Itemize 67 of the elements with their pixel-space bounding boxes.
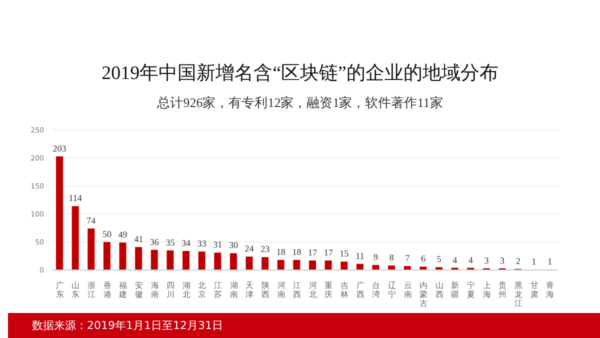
data-label: 33 xyxy=(197,238,207,249)
data-label: 24 xyxy=(244,244,254,254)
data-label: 36 xyxy=(150,236,160,247)
chart-title: 2019年中国新增名含“区块链”的企业的地域分布 xyxy=(100,62,500,86)
data-label: 17 xyxy=(324,247,334,258)
x-tick-label: 湖北 xyxy=(182,281,190,299)
data-label: 4 xyxy=(468,254,474,265)
x-tick-label: 江苏 xyxy=(214,281,222,299)
data-label: 50 xyxy=(102,229,112,239)
x-tick-label: 浙江 xyxy=(88,281,96,299)
data-label: 6 xyxy=(420,254,426,264)
x-tick-label: 河南 xyxy=(277,281,286,299)
x-tick-label: 四川 xyxy=(166,281,175,299)
data-label: 35 xyxy=(166,237,176,248)
data-label: 1 xyxy=(532,256,536,266)
x-tick-label: 广西 xyxy=(356,281,364,299)
x-tick-label: 北京 xyxy=(198,281,206,299)
x-tick-label: 天津 xyxy=(246,281,254,299)
data-label: 9 xyxy=(374,252,378,262)
data-label: 18 xyxy=(276,246,286,257)
data-label: 15 xyxy=(340,248,350,259)
data-label: 7 xyxy=(405,253,410,264)
x-tick-label: 湖南 xyxy=(230,281,238,299)
x-tick-label: 吉林 xyxy=(340,281,349,299)
data-label: 17 xyxy=(308,247,318,258)
data-label: 2 xyxy=(516,256,520,266)
data-label: 114 xyxy=(68,193,82,204)
x-tick-label: 青海 xyxy=(546,281,554,299)
x-tick-label: 重庆 xyxy=(324,281,333,299)
x-tick-label: 广东 xyxy=(56,281,64,299)
data-label: 5 xyxy=(436,254,442,264)
x-tick-label: 新疆 xyxy=(451,281,460,299)
x-tick-label: 台湾 xyxy=(372,281,380,299)
x-tick-label: 河北 xyxy=(308,281,317,299)
data-label: 3 xyxy=(484,255,490,266)
data-label: 31 xyxy=(213,240,222,250)
x-tick-label: 甘肃 xyxy=(530,281,538,299)
x-tick-label: 黑龙江 xyxy=(514,281,522,308)
data-label: 11 xyxy=(356,250,364,261)
data-label: 8 xyxy=(389,252,394,263)
x-tick-label: 山西 xyxy=(435,281,444,299)
x-tick-label: 宁夏 xyxy=(467,281,476,299)
x-tick-label: 辽宁 xyxy=(388,281,396,299)
x-tick-label: 福建 xyxy=(118,281,128,299)
data-label: 4 xyxy=(452,254,458,265)
x-tick-label: 香港 xyxy=(103,281,112,299)
data-label: 49 xyxy=(118,230,128,240)
x-tick-label: 海南 xyxy=(150,281,159,299)
data-label: 30 xyxy=(228,240,238,250)
source-note: 数据来源：2019年1月1日至12月31日 xyxy=(32,319,223,332)
data-label: 18 xyxy=(292,246,302,257)
data-label: 74 xyxy=(86,216,96,226)
data-label: 23 xyxy=(260,244,270,254)
data-label: 203 xyxy=(52,143,67,154)
x-tick-label: 山东 xyxy=(72,281,80,299)
x-tick-label: 安徽 xyxy=(134,281,143,299)
x-tick-label: 陕西 xyxy=(261,281,270,299)
data-label: 3 xyxy=(500,255,505,266)
x-tick-label: 云南 xyxy=(404,281,412,299)
data-label: 41 xyxy=(134,234,144,244)
x-tick-label: 贵州 xyxy=(498,281,507,299)
data-label: 1 xyxy=(547,256,552,266)
data-label: 34 xyxy=(182,238,191,248)
x-tick-label: 上海 xyxy=(482,281,491,299)
x-tick-label: 内蒙古 xyxy=(420,281,428,308)
chart-subtitle: 总计926家，有专利12家，融资1家，软件著作11家 xyxy=(156,94,444,112)
x-tick-label: 江西 xyxy=(293,281,302,299)
